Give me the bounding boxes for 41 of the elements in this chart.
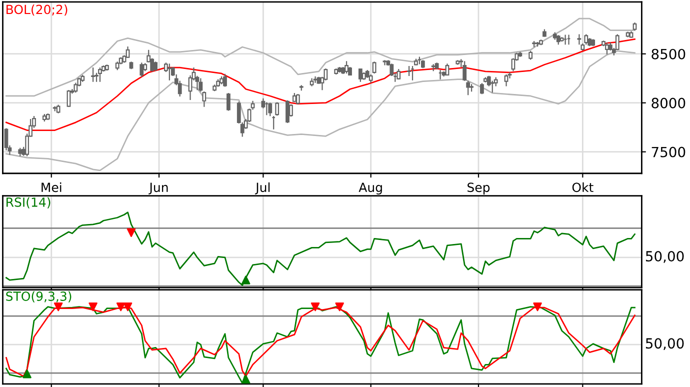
candlestick (268, 102, 272, 116)
candlestick (605, 42, 609, 54)
chart-title: STO(9,3,3) (6, 291, 72, 302)
y-tick-label: 8500 (652, 48, 686, 60)
x-tick-label: Aug (358, 182, 382, 194)
candlestick (396, 68, 401, 80)
candlestick (504, 74, 508, 86)
y-tick-label: 7500 (652, 146, 686, 158)
candlestick (577, 34, 582, 45)
x-tick-label: Jul (255, 182, 270, 194)
x-tick-label: Mei (42, 182, 62, 192)
candlestick (313, 76, 318, 83)
text: 50,00 (646, 338, 684, 350)
text: 50,00 (646, 250, 684, 263)
candlestick (91, 68, 95, 82)
candlestick (98, 68, 102, 82)
candlestick (358, 68, 362, 82)
candlestick (66, 90, 71, 107)
candlestick (140, 62, 144, 77)
y-tick-label: 8000 (652, 98, 686, 108)
line-series (6, 38, 636, 131)
x-tick-label: Okt (572, 182, 594, 192)
candlestick (296, 94, 300, 104)
candlestick (275, 102, 280, 116)
candlestick (480, 83, 484, 94)
chart-title: RSI(14) (6, 197, 50, 208)
candlestick (286, 100, 290, 123)
candlestick (167, 64, 172, 80)
candlestick (226, 92, 230, 111)
x-tick-label: Jun (148, 182, 168, 194)
candlestick (223, 74, 227, 87)
candlestick (445, 64, 450, 76)
candlestick (150, 58, 154, 72)
line-series (6, 50, 636, 172)
x-tick-label: Sep (468, 182, 490, 194)
line-series (6, 18, 636, 97)
candlestick (490, 80, 494, 93)
candlestick (344, 61, 348, 74)
candlestick (372, 62, 376, 74)
candlestick (382, 60, 387, 66)
chart-title: BOL(20;2) (6, 4, 68, 16)
